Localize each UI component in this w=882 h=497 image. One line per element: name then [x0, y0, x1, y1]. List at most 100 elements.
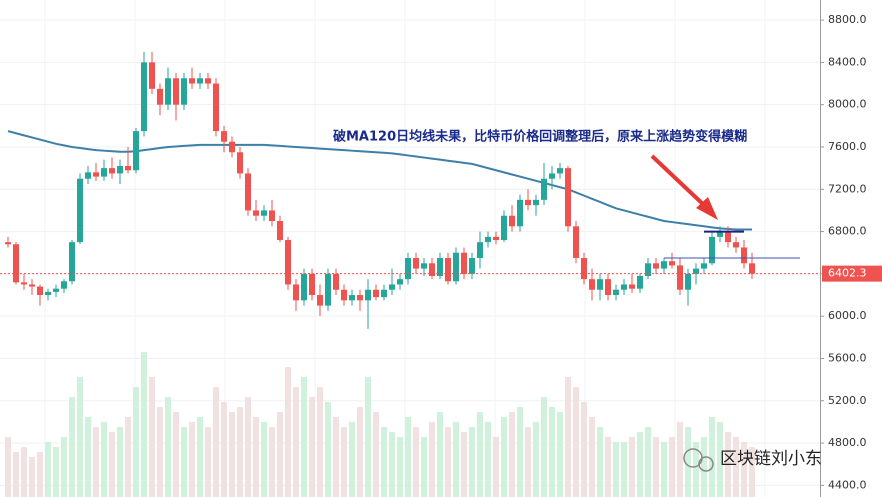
- volume-bar: [285, 367, 291, 497]
- volume-bar: [77, 377, 83, 497]
- last-price-label: 6402.3: [828, 267, 867, 280]
- candle-body: [597, 279, 603, 290]
- volume-bar: [413, 427, 419, 497]
- volume-bar: [373, 412, 379, 497]
- volume-bar: [141, 352, 147, 497]
- volume-bar: [333, 417, 339, 497]
- candle-body: [653, 263, 659, 269]
- candle-body: [85, 172, 91, 179]
- candle-body: [5, 242, 11, 245]
- candle-body: [557, 168, 563, 174]
- arrow: [650, 154, 718, 220]
- candle-body: [237, 152, 243, 174]
- candle-body: [229, 141, 235, 153]
- volume-bar: [597, 427, 603, 497]
- candle-body: [637, 275, 643, 289]
- candle-body: [189, 78, 195, 84]
- candle-body: [101, 168, 107, 177]
- volume-bar: [301, 377, 307, 497]
- y-tick-label: 6800.0: [828, 225, 867, 238]
- candle-body: [437, 258, 443, 276]
- volume-bar: [461, 432, 467, 497]
- candle-body: [461, 252, 467, 274]
- candle-body: [93, 172, 99, 177]
- candle-body: [357, 295, 363, 301]
- volume-bar: [109, 432, 115, 497]
- y-tick-label: 7600.0: [828, 140, 867, 153]
- volume-bar: [29, 457, 35, 497]
- candle-body: [261, 210, 267, 216]
- candle-body: [493, 236, 499, 241]
- candle-body: [77, 178, 83, 243]
- candle-body: [741, 247, 747, 264]
- volume-bar: [221, 402, 227, 497]
- volume-bar: [509, 412, 515, 497]
- volume-bar: [389, 432, 395, 497]
- volume-bar: [45, 442, 51, 497]
- volume-bar: [517, 407, 523, 497]
- volume-bar: [189, 422, 195, 497]
- candle-body: [677, 265, 683, 290]
- candle-body: [517, 199, 523, 227]
- volume-bar: [717, 422, 723, 497]
- candle-body: [53, 288, 59, 292]
- y-tick-label: 4800.0: [828, 436, 867, 449]
- volume-bar: [197, 417, 203, 497]
- y-tick-label: 5200.0: [828, 394, 867, 407]
- volume-bar: [613, 442, 619, 497]
- price-axis: 4400.04800.05200.05600.06000.06400.06800…: [820, 13, 882, 491]
- candle-body: [525, 199, 531, 206]
- candle-body: [373, 289, 379, 298]
- candle-body: [669, 261, 675, 266]
- y-tick-label: 5600.0: [828, 351, 867, 364]
- volume-bar: [733, 437, 739, 497]
- volume-bar: [645, 427, 651, 497]
- volume-bar: [53, 447, 59, 497]
- candle-body: [749, 263, 755, 274]
- candle-body: [709, 236, 715, 264]
- volume-bar: [565, 377, 571, 497]
- candle-body: [245, 173, 251, 211]
- volume-bar: [293, 387, 299, 497]
- volume-bar: [69, 397, 75, 497]
- y-tick-label: 4400.0: [828, 478, 867, 491]
- volume-bar: [605, 437, 611, 497]
- volume-bar: [661, 442, 667, 497]
- volume-bar: [741, 442, 747, 497]
- volume-bar: [477, 412, 483, 497]
- candle-body: [61, 281, 67, 289]
- volume-bar: [21, 447, 27, 497]
- volume-bar: [549, 407, 555, 497]
- candle-body: [725, 231, 731, 243]
- volume-bar: [493, 437, 499, 497]
- candle-body: [565, 168, 571, 227]
- candle-body: [125, 166, 131, 171]
- candle-body: [205, 78, 211, 84]
- volume-bar: [117, 427, 123, 497]
- volume-bar: [309, 397, 315, 497]
- volume-bar: [245, 397, 251, 497]
- volume-bar: [533, 422, 539, 497]
- volume-bar: [205, 427, 211, 497]
- candle-body: [293, 284, 299, 301]
- volume-bar: [173, 412, 179, 497]
- candle-body: [509, 215, 515, 227]
- candle-body: [197, 78, 203, 84]
- candle-body: [13, 244, 19, 283]
- candle-body: [117, 166, 123, 174]
- volume-bar: [61, 437, 67, 497]
- ma120-line: [7, 130, 752, 231]
- volume-bar: [405, 417, 411, 497]
- volume-bar: [325, 402, 331, 497]
- volume-bar: [445, 427, 451, 497]
- volume-bar: [397, 437, 403, 497]
- candle-body: [429, 263, 435, 276]
- candle-body: [133, 131, 139, 171]
- volume-bar: [149, 377, 155, 497]
- candle-body: [333, 273, 339, 290]
- volume-bar: [589, 417, 595, 497]
- candle-body: [69, 242, 75, 282]
- candle-body: [157, 88, 163, 105]
- y-tick-label: 6000.0: [828, 309, 867, 322]
- candle-body: [661, 261, 667, 269]
